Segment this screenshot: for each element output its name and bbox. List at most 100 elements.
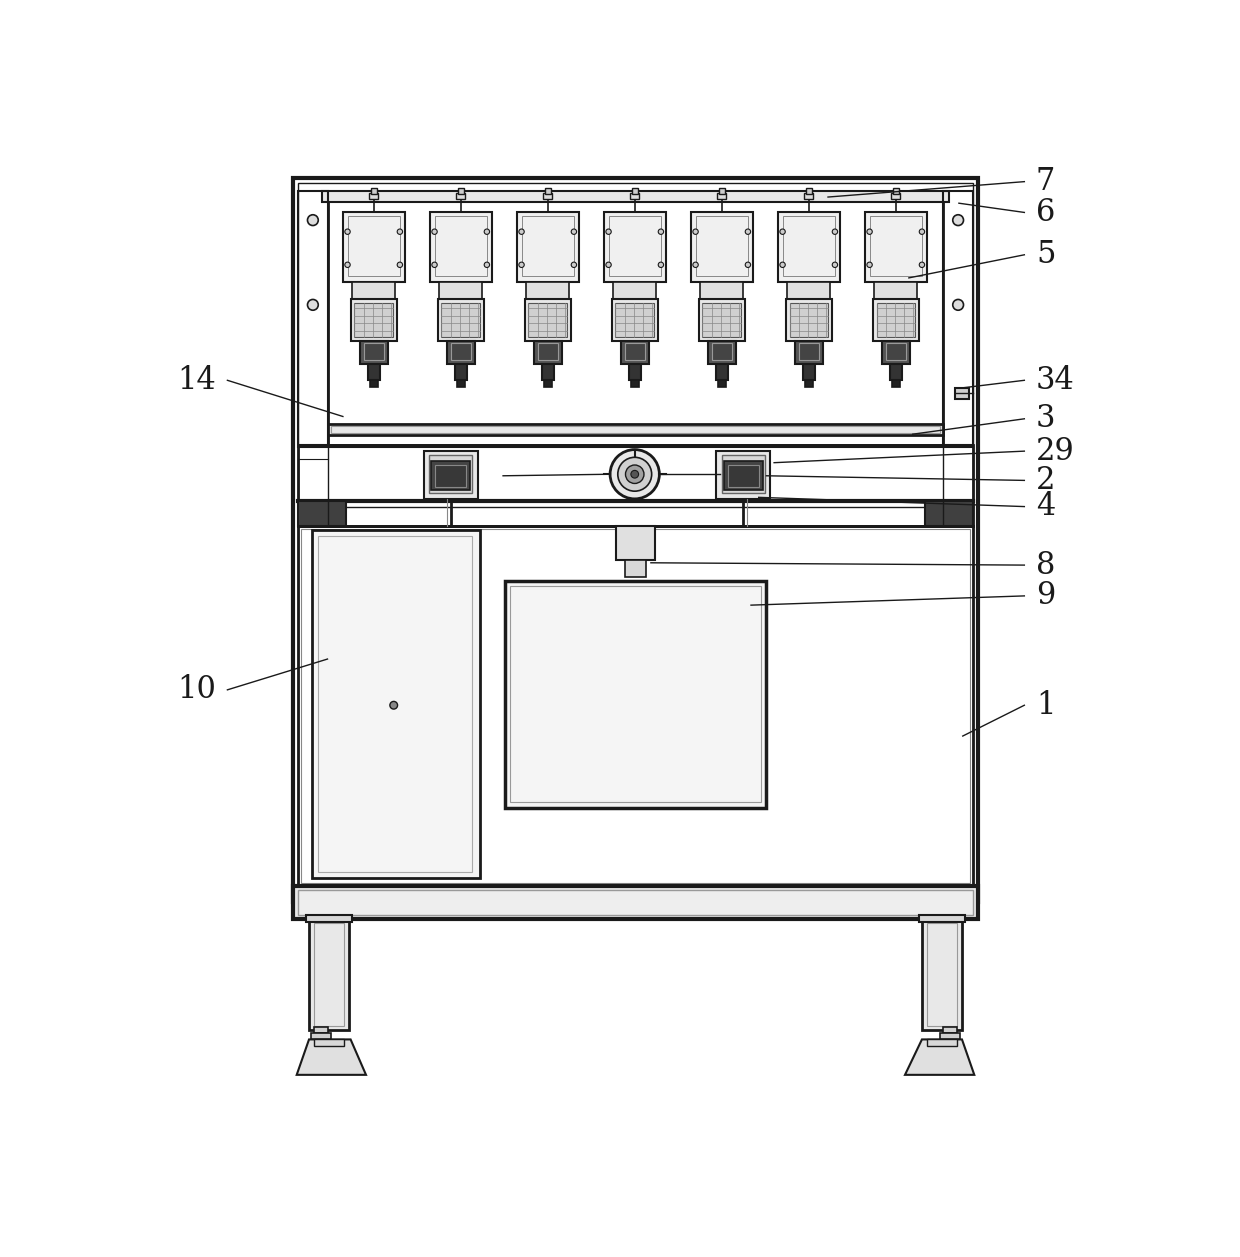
Bar [802,365,815,380]
Text: 5: 5 [1035,239,1055,270]
Circle shape [518,229,525,234]
Bar [712,343,732,361]
Circle shape [919,263,925,268]
Bar [944,191,972,445]
Bar [804,194,813,200]
Bar [701,282,743,299]
Bar [363,343,383,361]
Circle shape [345,263,350,268]
Bar [517,212,579,282]
Bar [717,451,770,499]
Bar [438,299,484,341]
Text: 29: 29 [1035,436,1075,466]
Bar [446,341,475,365]
Bar [777,212,839,282]
Bar [698,299,745,341]
Bar [921,919,962,1031]
Bar [786,299,832,341]
Circle shape [606,229,611,234]
Bar [544,380,552,387]
Bar [543,194,552,200]
Circle shape [780,263,785,268]
Circle shape [952,299,963,310]
Bar [299,191,327,445]
Bar [319,535,472,872]
Circle shape [397,229,403,234]
Circle shape [389,701,398,709]
Bar [505,581,766,808]
Bar [331,426,940,432]
Bar [439,282,482,299]
Circle shape [658,263,663,268]
Bar [892,380,899,387]
Bar [630,194,640,200]
Text: 2: 2 [1035,465,1055,497]
Circle shape [610,450,660,499]
Text: 8: 8 [1035,549,1055,581]
Bar [293,177,978,901]
Bar [892,194,900,200]
Circle shape [625,465,644,484]
Text: 34: 34 [1035,365,1075,396]
Polygon shape [905,1040,975,1075]
Circle shape [832,263,838,268]
Bar [343,212,404,282]
Bar [424,451,477,499]
Circle shape [308,215,319,225]
Bar [510,586,761,802]
Bar [370,194,378,200]
Circle shape [572,229,577,234]
Bar [885,343,905,361]
Circle shape [345,229,350,234]
Bar [925,502,972,525]
Text: 3: 3 [1035,403,1055,435]
Text: 6: 6 [1035,197,1055,228]
Bar [889,365,901,380]
Text: 4: 4 [1035,491,1055,522]
Bar [625,561,646,577]
Bar [715,365,728,380]
Circle shape [693,263,698,268]
Circle shape [832,229,838,234]
Circle shape [518,263,525,268]
Bar [432,461,470,490]
Bar [351,299,397,341]
Bar [940,1033,960,1040]
Bar [629,365,641,380]
Bar [315,1040,343,1046]
Bar [456,194,465,200]
Bar [691,212,753,282]
Bar [526,282,569,299]
Circle shape [432,263,438,268]
Circle shape [658,229,663,234]
Bar [458,187,464,194]
Bar [703,303,742,337]
Bar [806,187,812,194]
Bar [609,216,661,277]
Circle shape [308,299,319,310]
Circle shape [745,229,750,234]
Bar [434,216,487,277]
Bar [327,191,944,445]
Bar [299,445,972,525]
Bar [534,341,562,365]
Circle shape [952,215,963,225]
Bar [882,341,910,365]
Bar [717,194,727,200]
Bar [299,502,346,525]
Bar [429,455,472,494]
Text: 10: 10 [177,674,216,705]
Bar [299,184,972,896]
Bar [542,365,554,380]
Bar [787,282,831,299]
Bar [355,303,393,337]
Bar [528,303,567,337]
Bar [866,212,926,282]
Bar [696,216,748,277]
Circle shape [780,229,785,234]
Bar [455,365,467,380]
Bar [869,216,921,277]
Bar [327,424,944,435]
Bar [347,216,399,277]
Bar [621,341,649,365]
